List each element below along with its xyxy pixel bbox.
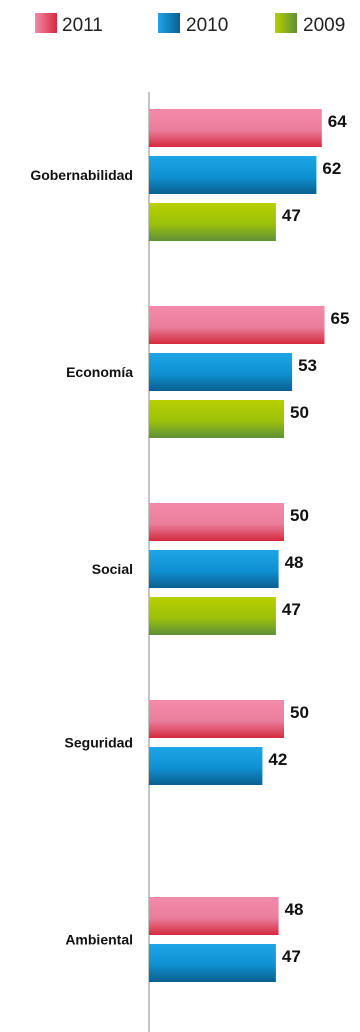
legend-swatch-2009 [275,13,297,33]
category-labels: Gobernabilidad Economía Social Seguridad Amb… [30,167,133,948]
bar-economia-2011 [149,306,325,344]
legend-label-2011: 2011 [62,15,103,36]
value-label-seguridad-2011: 50 [290,703,309,722]
category-label-gobernabilidad: Gobernabilidad [30,167,133,183]
value-label-economia-2009: 50 [290,403,309,422]
bar-economia-2010 [149,353,293,391]
value-label-gobernabilidad-2010: 62 [322,159,341,178]
bar-ambiental-2010 [149,944,276,982]
category-label-seguridad: Seguridad [65,735,133,751]
value-label-gobernabilidad-2011: 64 [328,112,347,131]
value-label-economia-2011: 65 [331,309,350,328]
bar-gobernabilidad-2010 [149,156,317,194]
bar-ambiental-2011 [149,897,279,935]
legend-label-2009: 2009 [303,15,345,36]
category-label-economia: Economía [66,364,133,380]
bar-gobernabilidad-2011 [149,109,322,147]
value-label-gobernabilidad-2009: 47 [282,206,301,225]
value-label-social-2009: 47 [282,600,301,619]
legend-label-2010: 2010 [186,15,228,36]
value-labels: 64 62 47 65 53 50 50 48 47 50 42 48 47 [268,112,349,966]
bars [149,109,325,982]
value-label-social-2010: 48 [285,553,304,572]
legend-swatch-2010 [158,13,180,33]
value-label-social-2011: 50 [290,506,309,525]
bar-social-2011 [149,503,284,541]
value-label-ambiental-2010: 47 [282,947,301,966]
value-label-economia-2010: 53 [298,356,317,375]
category-label-ambiental: Ambiental [65,932,133,948]
legend-swatch-2011 [35,13,57,33]
bar-seguridad-2010 [149,747,263,785]
bar-gobernabilidad-2009 [149,203,276,241]
legend: 2011 2010 2009 [35,13,345,36]
value-label-ambiental-2011: 48 [285,900,304,919]
bar-seguridad-2011 [149,700,284,738]
category-label-social: Social [92,561,133,577]
value-label-seguridad-2010: 42 [268,750,287,769]
bar-social-2009 [149,597,276,635]
bar-social-2010 [149,550,279,588]
bar-economia-2009 [149,400,284,438]
